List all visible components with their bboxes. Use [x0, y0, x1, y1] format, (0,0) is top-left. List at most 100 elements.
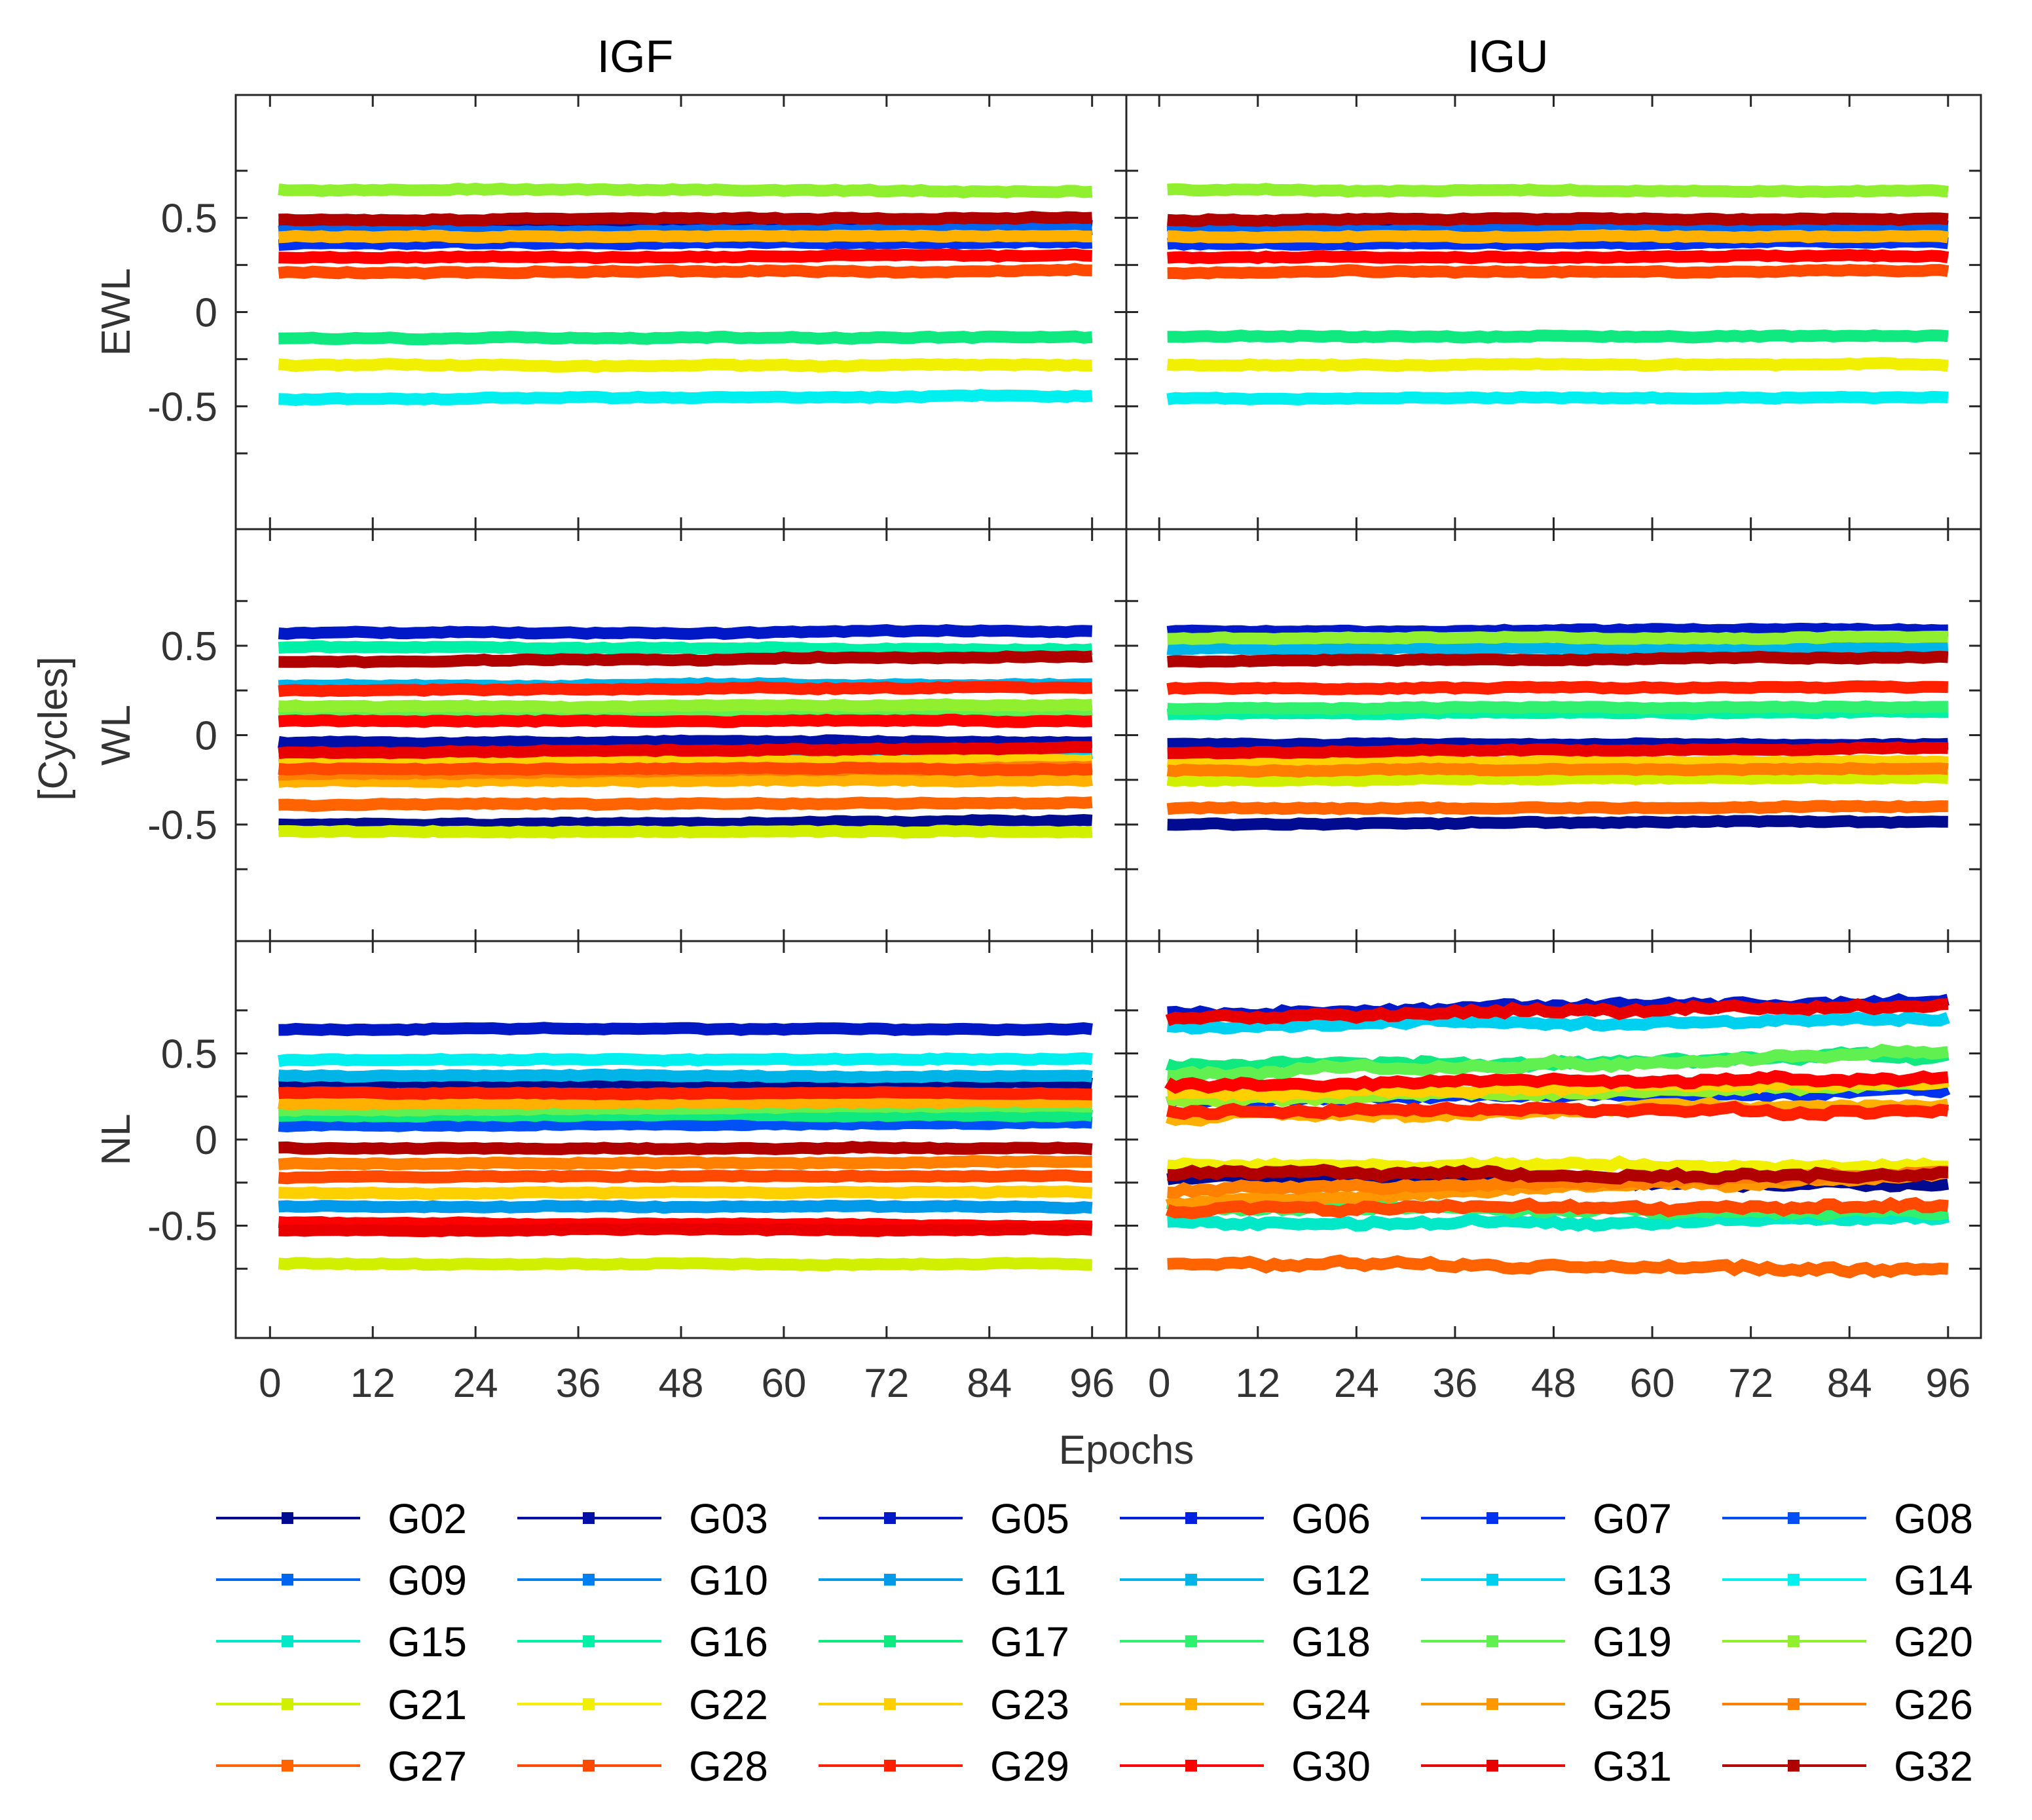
legend-entry-G02: G02: [216, 1495, 467, 1542]
panel-wl-igf: [278, 623, 1093, 839]
legend-entry-G13: G13: [1421, 1557, 1672, 1604]
series-line-G22: [1166, 357, 1949, 373]
series-line-G02: [1167, 815, 1948, 831]
legend-label: G08: [1894, 1495, 1973, 1542]
y-tick-label: 0: [195, 1118, 217, 1163]
x-tick-label: 24: [453, 1361, 498, 1406]
x-tick-label: 12: [1235, 1361, 1280, 1406]
series-line-G08: [278, 1116, 1093, 1133]
series-line-G21: [278, 1257, 1092, 1272]
column-title-igu: IGU: [1467, 31, 1548, 82]
series-line-G20: [278, 182, 1093, 199]
legend-marker: [282, 1512, 293, 1524]
y-tick-label: 0.5: [161, 1031, 217, 1077]
legend-marker: [1487, 1574, 1498, 1586]
legend-entry-G12: G12: [1120, 1557, 1371, 1604]
series-line-G29: [278, 1086, 1092, 1101]
series-line-G32: [278, 650, 1093, 669]
series-line-G28: [278, 263, 1092, 280]
series-line-G05: [278, 1022, 1093, 1037]
panel-wl-igu: [1166, 622, 1949, 831]
series-line-G20: [1167, 630, 1949, 646]
plot-layer: [234, 94, 1982, 1339]
x-tick-label: 72: [864, 1361, 909, 1406]
legend-label: G31: [1593, 1743, 1672, 1790]
legend-label: G30: [1291, 1743, 1371, 1790]
series-line-G14: [278, 388, 1093, 406]
legend-label: G09: [388, 1557, 467, 1604]
series-line-G19: [1167, 1043, 1949, 1083]
x-tick-label: 36: [556, 1361, 601, 1406]
legend-entry-G26: G26: [1722, 1681, 1973, 1728]
series-line-G11: [278, 1199, 1093, 1215]
legend-label: G25: [1593, 1681, 1672, 1728]
legend-label: G26: [1894, 1681, 1973, 1728]
legend-marker: [282, 1635, 293, 1647]
panel-ewl-igu: [1166, 183, 1949, 406]
legend-marker: [282, 1574, 293, 1586]
x-tick-label: 0: [1148, 1361, 1170, 1406]
series-line-G05: [1166, 622, 1948, 639]
legend-marker: [583, 1635, 595, 1647]
series-line-G31: [278, 741, 1092, 760]
legend-entry-G10: G10: [517, 1557, 768, 1604]
series-line-G27: [278, 796, 1093, 813]
y-tick-label: -0.5: [147, 1204, 217, 1250]
series-line-G31: [1165, 998, 1949, 1026]
legend-label: G17: [990, 1618, 1069, 1665]
series-line-G03: [278, 734, 1092, 750]
legend-label: G32: [1894, 1743, 1973, 1790]
legend-entry-G18: G18: [1120, 1618, 1371, 1665]
legend-entry-G19: G19: [1421, 1618, 1672, 1665]
series-line-G31: [1167, 741, 1949, 760]
series-line-G17: [1167, 329, 1949, 344]
x-tick-label: 84: [1827, 1361, 1872, 1406]
series-line-G30: [1164, 1069, 1949, 1094]
series-line-G15: [1167, 1210, 1950, 1232]
legend-entry-G22: G22: [517, 1681, 768, 1728]
series-line-G28: [1165, 1197, 1949, 1219]
legend-entry-G23: G23: [819, 1681, 1069, 1728]
legend-label: G14: [1894, 1557, 1973, 1604]
legend-label: G15: [388, 1618, 467, 1665]
legend-entry-G06: G06: [1120, 1495, 1371, 1542]
common-y-label: [Cycles]: [31, 656, 76, 800]
y-tick-label: -0.5: [147, 384, 217, 430]
legend-label: G05: [990, 1495, 1069, 1542]
panel-ewl-igf: [278, 182, 1093, 406]
legend-marker: [583, 1574, 595, 1586]
series-line-G28: [278, 761, 1093, 777]
legend-marker: [1788, 1574, 1800, 1586]
series-line-G22: [278, 358, 1092, 373]
legend-entry-G11: G11: [819, 1557, 1066, 1604]
x-tick-label: 36: [1432, 1361, 1477, 1406]
legend-label: G16: [689, 1618, 768, 1665]
legend-marker: [1788, 1760, 1800, 1772]
column-title-igf: IGF: [597, 31, 674, 82]
series-line-G23: [278, 752, 1093, 770]
series-line-G20: [1167, 183, 1949, 198]
series-line-G17: [278, 330, 1093, 346]
legend-entry-G07: G07: [1421, 1495, 1672, 1542]
axes-frame: [1125, 94, 1982, 530]
series-line-G30: [1167, 249, 1949, 265]
legend-marker: [1185, 1512, 1197, 1524]
series-line-G28: [278, 1169, 1092, 1185]
series-line-G21: [1166, 771, 1949, 787]
legend-label: G06: [1291, 1495, 1371, 1542]
x-tick-label: 84: [967, 1361, 1012, 1406]
series-line-G32: [1167, 212, 1949, 227]
x-tick-label: 96: [1925, 1361, 1970, 1406]
series-line-G29: [1166, 1100, 1949, 1122]
series-line-G16: [278, 640, 1093, 657]
legend-label: G03: [689, 1495, 768, 1542]
legend-marker: [884, 1698, 896, 1710]
legend-entry-G28: G28: [517, 1743, 768, 1790]
series-line-G32: [278, 210, 1093, 227]
legend-marker: [1185, 1635, 1197, 1647]
legend-marker: [1487, 1512, 1498, 1524]
series-line-G14: [278, 1052, 1093, 1068]
legend-label: G07: [1593, 1495, 1672, 1542]
legend-marker: [1185, 1760, 1197, 1772]
